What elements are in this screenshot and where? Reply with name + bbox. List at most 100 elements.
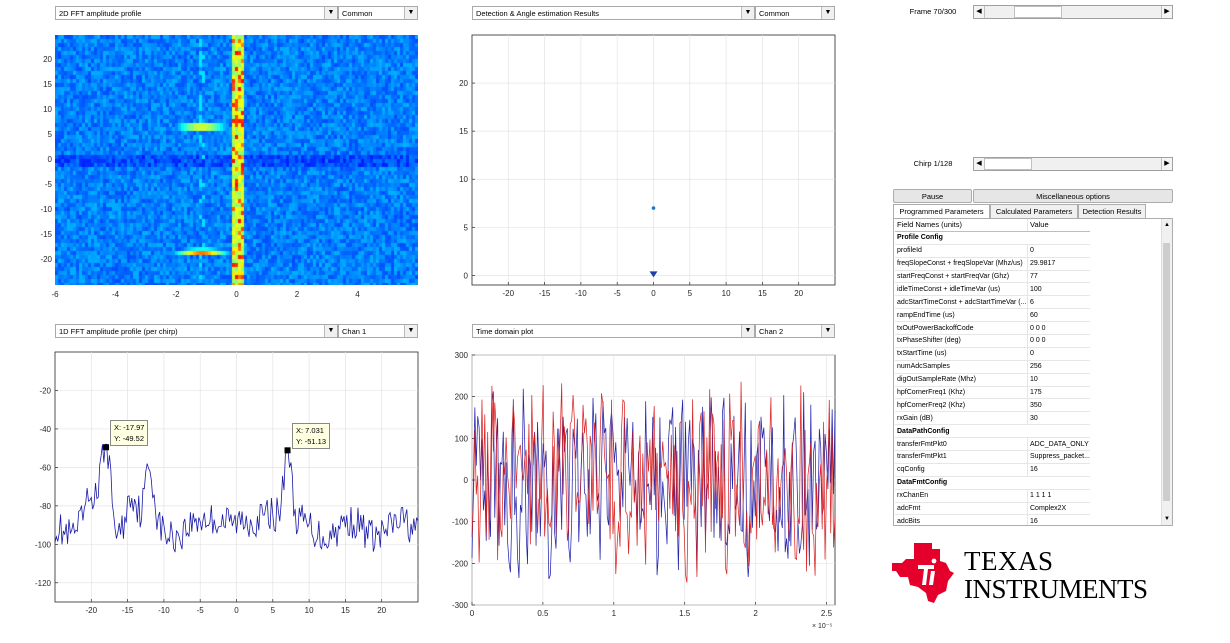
chevron-right-icon[interactable]: ▶ xyxy=(1161,6,1172,18)
data-tip-2-x: X: 7.031 xyxy=(296,426,324,435)
chevron-down-icon: ▼ xyxy=(821,325,834,337)
tab-programmed-parameters[interactable]: Programmed Parameters xyxy=(893,204,990,219)
chevron-down-icon: ▼ xyxy=(741,7,754,19)
param-value: 6 xyxy=(1027,295,1090,310)
data-tip-marker[interactable] xyxy=(284,447,291,454)
data-tip-1[interactable]: X: -17.97 Y: -49.52 xyxy=(110,420,149,446)
param-name: transferFmtPkt0 xyxy=(895,437,1028,452)
fft1d-series-line xyxy=(54,443,419,553)
table-row[interactable]: startFreqConst + startFreqVar (Ghz) 77 xyxy=(895,270,1090,284)
chirp-slider-thumb[interactable] xyxy=(984,158,1032,170)
param-value: 0 0 0 xyxy=(1027,321,1090,336)
detection-select[interactable]: Detection & Angle estimation Results ▼ xyxy=(472,6,755,20)
fft1d-select[interactable]: 1D FFT amplitude profile (per chirp) ▼ xyxy=(55,324,338,338)
table-row[interactable]: adcStartTimeConst + adcStartTimeVar (...… xyxy=(895,295,1090,310)
section-row[interactable]: DataFmtConfig xyxy=(895,476,1090,490)
chevron-right-icon[interactable]: ▶ xyxy=(1161,158,1172,170)
fft2d-select[interactable]: 2D FFT amplitude profile ▼ xyxy=(55,6,338,20)
table-row[interactable]: txStartTime (us) 0 xyxy=(895,347,1090,361)
table-row[interactable]: digOutSampleRate (Mhz) 10 xyxy=(895,373,1090,387)
table-row[interactable]: rxChanEn 1 1 1 1 xyxy=(895,489,1090,503)
param-name: hpfCornerFreq1 (Khz) xyxy=(895,386,1028,400)
fft2d-select-label: 2D FFT amplitude profile xyxy=(59,9,142,18)
table-row[interactable]: cqConfig 16 xyxy=(895,463,1090,477)
param-value: 29.9817 xyxy=(1027,257,1090,271)
time-select[interactable]: Time domain plot ▼ xyxy=(472,324,755,338)
params-table-header: Field Names (units) Value xyxy=(895,219,1090,232)
table-row[interactable]: rampEndTime (us) 60 xyxy=(895,308,1090,323)
tab-detection-results[interactable]: Detection Results xyxy=(1078,204,1146,218)
detection-plot[interactable]: -20 -15 -10 -5 0 5 10 15 20 20 15 10 5 0 xyxy=(459,34,836,298)
scroll-thumb[interactable] xyxy=(1163,243,1170,501)
data-tip-marker[interactable] xyxy=(103,444,110,451)
table-row[interactable]: hpfCornerFreq1 (Khz) 175 xyxy=(895,386,1090,400)
params-table-container[interactable]: Field Names (units) Value Profile Config pr… xyxy=(893,218,1173,526)
time-x-exponent: × 10⁻⁵ xyxy=(812,623,833,630)
y-tick-label: 10 xyxy=(43,105,52,114)
time-series-line xyxy=(471,381,836,583)
table-row[interactable]: idleTimeConst + idleTimeVar (us) 100 xyxy=(895,282,1090,297)
table-row[interactable]: hpfCornerFreq2 (Khz) 350 xyxy=(895,398,1090,413)
header-value[interactable]: Value xyxy=(1027,219,1090,232)
table-row[interactable]: txOutPowerBackoffCode 0 0 0 xyxy=(895,321,1090,336)
y-tick-label: 10 xyxy=(459,175,468,184)
fft2d-mode-select[interactable]: Common ▼ xyxy=(338,6,418,20)
chevron-left-icon[interactable]: ◀ xyxy=(974,6,985,18)
table-row[interactable]: transferFmtPkt0 ADC_DATA_ONLY xyxy=(895,437,1090,452)
y-tick-label: 5 xyxy=(464,223,469,232)
time-mode-select[interactable]: Chan 2 ▼ xyxy=(755,324,835,338)
param-name: rampEndTime (us) xyxy=(895,308,1028,323)
fft2d-heatmap[interactable] xyxy=(55,35,418,285)
table-row[interactable]: numAdcSamples 256 xyxy=(895,360,1090,374)
time-domain-plot[interactable]: 0 0.5 1 1.5 2 2.5 300 200 100 0 -100 -200 -300 xyxy=(452,351,836,618)
ti-logo-icon xyxy=(892,543,954,603)
data-tip-2[interactable]: X: 7.031 Y: -51.13 xyxy=(292,423,331,449)
header-field-names[interactable]: Field Names (units) xyxy=(895,219,1028,232)
param-name: numAdcSamples xyxy=(895,360,1028,374)
table-row[interactable]: adcBits 16 xyxy=(895,514,1090,525)
frame-slider-thumb[interactable] xyxy=(1014,6,1063,18)
param-value: 60 xyxy=(1027,308,1090,323)
x-tick-label: 0.5 xyxy=(537,609,549,618)
pause-button[interactable]: Pause xyxy=(893,189,972,203)
y-tick-label: -200 xyxy=(452,559,469,568)
fft1d-select-label: 1D FFT amplitude profile (per chirp) xyxy=(59,327,178,336)
param-name: txOutPowerBackoffCode xyxy=(895,321,1028,336)
table-row[interactable]: rxGain (dB) 30 xyxy=(895,411,1090,426)
scrollbar[interactable]: ▲ ▼ xyxy=(1161,219,1172,525)
y-tick-label: 0 xyxy=(464,476,469,485)
detection-mode-select[interactable]: Common ▼ xyxy=(755,6,835,20)
data-tip-2-y: Y: -51.13 xyxy=(296,437,327,446)
param-value: 350 xyxy=(1027,398,1090,413)
table-row[interactable]: txPhaseShifter (deg) 0 0 0 xyxy=(895,334,1090,348)
x-tick-label: -15 xyxy=(122,606,134,615)
detected-point[interactable] xyxy=(651,206,656,210)
table-row[interactable]: adcFmt Complex2X xyxy=(895,502,1090,516)
section-row[interactable]: Profile Config xyxy=(895,231,1090,245)
section-row[interactable]: DataPathConfig xyxy=(895,424,1090,439)
table-row[interactable]: transferFmtPkt1 Suppress_packet... xyxy=(895,450,1090,464)
table-row[interactable]: profileId 0 xyxy=(895,244,1090,258)
chirp-slider[interactable]: ◀ ▶ xyxy=(973,157,1173,171)
scroll-up-icon[interactable]: ▲ xyxy=(1164,222,1170,228)
table-row[interactable]: freqSlopeConst + freqSlopeVar (Mhz/us) 29… xyxy=(895,257,1090,271)
tab-calculated-parameters[interactable]: Calculated Parameters xyxy=(990,204,1078,218)
frame-slider[interactable]: ◀ ▶ xyxy=(973,5,1173,19)
ti-logo: TEXAS INSTRUMENTS xyxy=(890,541,1180,611)
y-tick-label: 20 xyxy=(43,55,52,64)
data-tip-1-x: X: -17.97 xyxy=(114,423,145,432)
x-tick-label: -20 xyxy=(86,606,98,615)
time-select-label: Time domain plot xyxy=(476,327,534,336)
fft1d-plot[interactable]: -20 -15 -10 -5 0 5 10 15 20 -20 -40 -60 -80 -100 -120 xyxy=(35,351,419,615)
x-tick-label: 2.5 xyxy=(821,609,833,618)
misc-options-button[interactable]: Miscellaneous options xyxy=(973,189,1173,203)
scroll-down-icon[interactable]: ▼ xyxy=(1164,516,1170,522)
param-name: cqConfig xyxy=(895,463,1028,477)
x-tick-label: 2 xyxy=(294,290,300,299)
x-tick-label: -10 xyxy=(575,289,587,298)
fft2d-mode-label: Common xyxy=(342,9,373,18)
param-value: 0 xyxy=(1027,347,1090,361)
y-tick-label: -120 xyxy=(35,579,52,588)
fft1d-mode-select[interactable]: Chan 1 ▼ xyxy=(338,324,418,338)
param-name: adcFmt xyxy=(895,502,1028,516)
